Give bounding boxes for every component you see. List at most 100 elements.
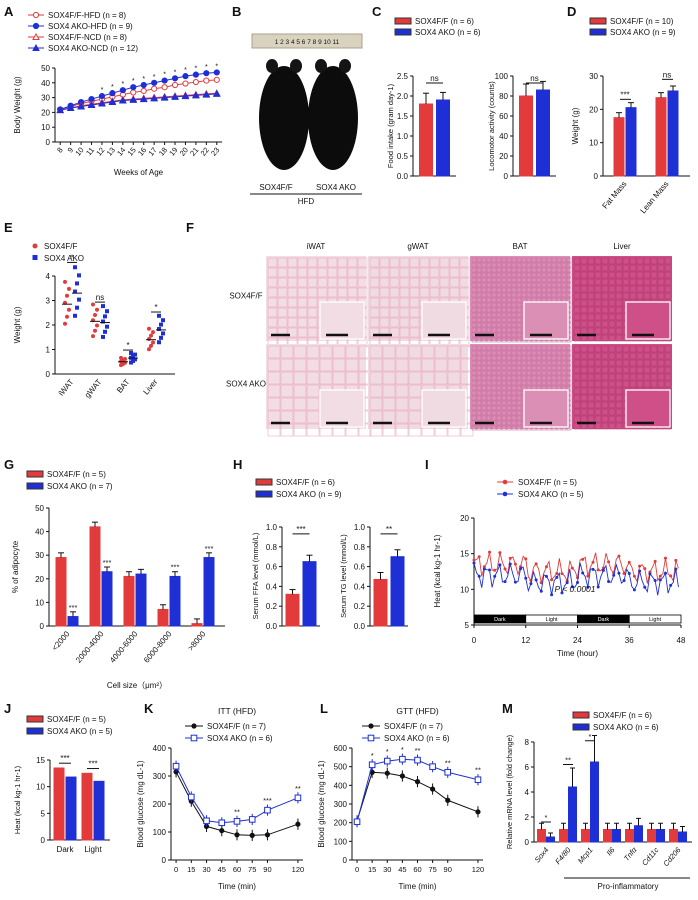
histology-cell bbox=[657, 359, 665, 367]
panel-h1-y-tick-label: 0.8 bbox=[266, 543, 278, 552]
histology-cell bbox=[306, 384, 320, 398]
histology-cell bbox=[476, 327, 482, 333]
panel-a-point bbox=[213, 76, 220, 83]
histology-cell bbox=[516, 410, 522, 416]
histology-cell bbox=[481, 385, 487, 391]
panel-e-point bbox=[103, 329, 107, 334]
panel-m-x-tick-label: Tnfα bbox=[622, 845, 639, 863]
histology-cell bbox=[594, 345, 602, 353]
histology-cell bbox=[580, 285, 588, 293]
histology-cell bbox=[516, 420, 522, 426]
histology-cell bbox=[664, 292, 672, 300]
histology-cell bbox=[501, 292, 507, 298]
histology-cell bbox=[580, 320, 588, 328]
histology-cell bbox=[297, 277, 308, 288]
histology-cell bbox=[496, 292, 502, 298]
histology-cell bbox=[501, 365, 507, 371]
histology-cell bbox=[399, 277, 410, 288]
legend-h-ako-label: SOX4 AKO (n = 9) bbox=[276, 490, 342, 499]
histology-cell bbox=[491, 380, 497, 386]
histology-cell bbox=[615, 257, 623, 265]
histology-cell bbox=[636, 271, 644, 279]
panel-i-y-tick-label: 15 bbox=[460, 550, 469, 559]
histology-cell bbox=[471, 410, 477, 416]
histology-cell bbox=[382, 358, 396, 372]
panel-j-bar bbox=[65, 776, 77, 841]
histology-cell bbox=[382, 371, 396, 385]
panel-m-ylabel: Relative mRNA level (fold change) bbox=[505, 734, 514, 849]
histology-cell bbox=[587, 292, 595, 300]
panel-i-point bbox=[581, 571, 585, 575]
panel-k-y-tick-label: 0 bbox=[162, 856, 167, 865]
histology-cell bbox=[496, 375, 502, 381]
histology-cell bbox=[629, 373, 637, 381]
histology-cell bbox=[491, 327, 497, 333]
histology-cell bbox=[636, 292, 644, 300]
histology-cell bbox=[476, 390, 482, 396]
histology-cell bbox=[481, 375, 487, 381]
histology-cell bbox=[395, 371, 409, 385]
panel-b-letter: B bbox=[232, 4, 241, 19]
panel-m-x-tick-label: Il6 bbox=[605, 845, 618, 857]
histology-cell bbox=[566, 282, 572, 288]
histology-cell bbox=[287, 327, 298, 338]
histology-cell bbox=[608, 380, 616, 388]
histology-cell bbox=[447, 358, 461, 372]
histology-cell bbox=[486, 257, 492, 263]
histology-cell bbox=[561, 370, 567, 376]
histology-cell bbox=[369, 257, 380, 268]
panel-l-x-tick-label: 120 bbox=[472, 865, 485, 874]
panel-e-point bbox=[65, 293, 69, 298]
histology-cell bbox=[561, 282, 567, 288]
histology-cell bbox=[521, 257, 527, 263]
histology-cell bbox=[481, 297, 487, 303]
histology-cell bbox=[526, 262, 532, 268]
panel-a-point bbox=[203, 70, 210, 77]
histology-cell bbox=[496, 345, 502, 351]
panel-e-point bbox=[93, 313, 97, 318]
panel-h2-bar bbox=[390, 556, 405, 627]
histology-cell bbox=[622, 352, 630, 360]
panel-i-point bbox=[674, 567, 678, 571]
histology-cell bbox=[486, 370, 492, 376]
histology-cell bbox=[491, 292, 497, 298]
panel-i-point bbox=[638, 564, 642, 568]
panel-i-point bbox=[601, 568, 605, 572]
histology-cell bbox=[476, 292, 482, 298]
histology-cell bbox=[486, 345, 492, 351]
panel-i-point bbox=[570, 585, 574, 589]
histology-cell bbox=[536, 272, 542, 278]
histology-cell bbox=[516, 257, 522, 263]
histology-cell bbox=[566, 267, 572, 273]
histology-cell bbox=[511, 390, 517, 396]
panel-e-point bbox=[159, 322, 163, 327]
histology-cell bbox=[636, 366, 644, 374]
panel-l-legend-ako-label: SOX4 AKO (n = 6) bbox=[384, 734, 450, 743]
panel-m-bar bbox=[656, 829, 665, 843]
panel-m-bar bbox=[537, 829, 546, 843]
panel-j-letter: J bbox=[4, 701, 11, 716]
histology-cell bbox=[476, 317, 482, 323]
histology-cell bbox=[587, 408, 595, 416]
histology-cell bbox=[409, 267, 420, 278]
histology-cell bbox=[347, 287, 358, 298]
histology-cell bbox=[476, 257, 482, 263]
histology-cell bbox=[573, 345, 581, 353]
histology-cell bbox=[650, 257, 658, 265]
histology-cell bbox=[556, 257, 562, 263]
histology-cell bbox=[566, 257, 572, 263]
histology-cell bbox=[541, 365, 547, 371]
histology-cell bbox=[615, 320, 623, 328]
histology-cell bbox=[573, 313, 581, 321]
histology-cell bbox=[399, 287, 410, 298]
histology-cell bbox=[587, 387, 595, 395]
histology-cell bbox=[379, 257, 390, 268]
panel-l-legend-ctrl-label: SOX4F/F (n = 7) bbox=[384, 722, 443, 731]
panel-e-x-tick-label: BAT bbox=[115, 377, 132, 394]
histology-cell bbox=[395, 410, 409, 424]
histology-cell bbox=[615, 327, 623, 335]
histology-cell bbox=[536, 360, 542, 366]
histology-cell bbox=[389, 287, 400, 298]
histology-cell bbox=[601, 292, 609, 300]
histology-cell bbox=[561, 257, 567, 263]
